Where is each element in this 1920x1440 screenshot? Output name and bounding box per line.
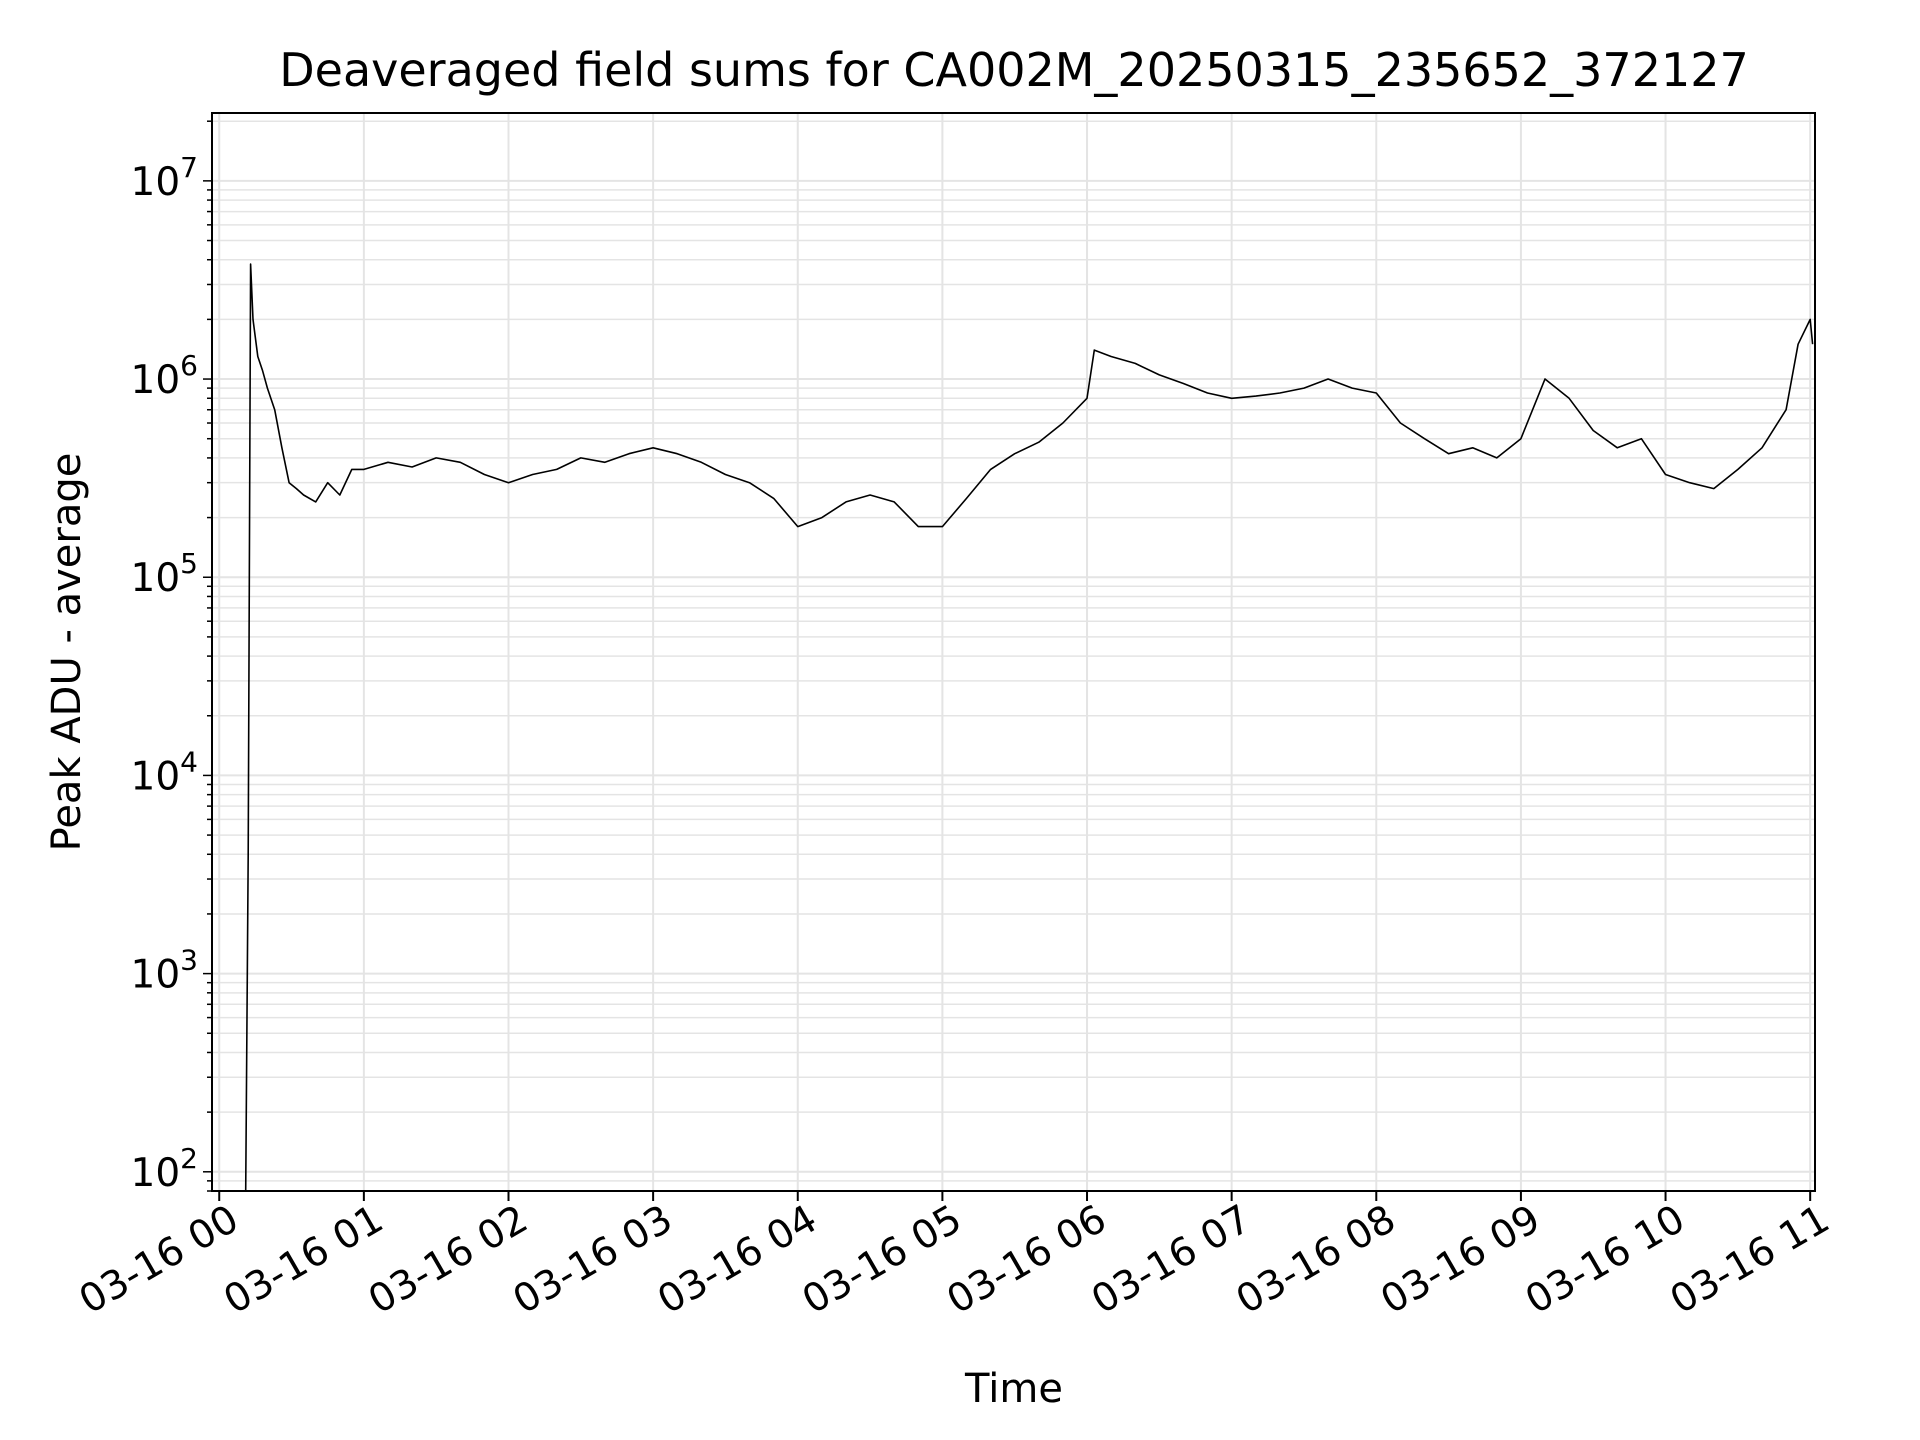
y-tick-label: 106: [131, 349, 198, 403]
series-line-0: [244, 263, 1814, 1192]
y-tick-label: 102: [131, 1142, 198, 1196]
y-axis-label: Peak ADU - average: [44, 453, 90, 852]
y-axis: 102 103 104 105 106 107: [131, 120, 212, 1196]
x-axis-label: Time: [964, 1366, 1063, 1412]
chart-title: Deaveraged field sums for CA002M_2025031…: [279, 43, 1749, 97]
series-group: [244, 263, 1814, 1192]
y-tick-label: 103: [131, 944, 198, 998]
grid: [212, 113, 1815, 1192]
y-tick-label: 104: [131, 745, 198, 799]
y-tick-label: 105: [131, 547, 198, 601]
plot-frame: [211, 112, 1816, 1192]
y-tick-label: 107: [131, 151, 198, 205]
